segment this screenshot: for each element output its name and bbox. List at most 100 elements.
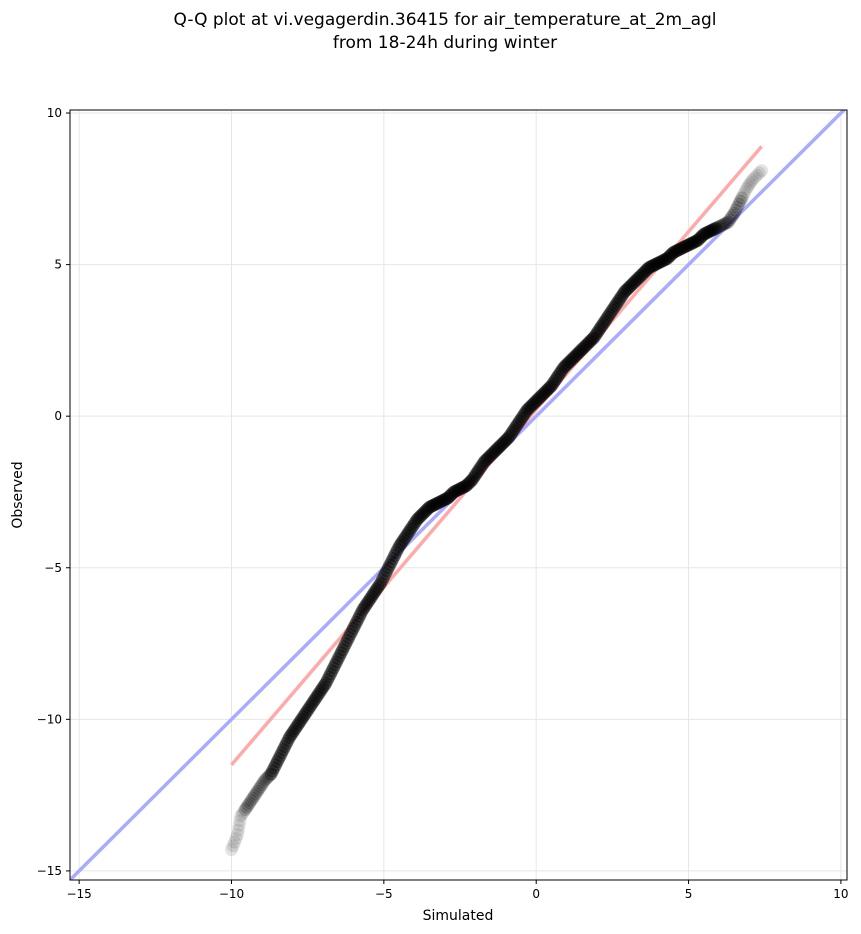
quantile-point [401,526,415,540]
quantile-point [738,185,752,199]
quantile-point [299,706,313,720]
quantile-point [491,441,505,455]
quantile-point [689,234,703,248]
quantile-point [653,255,667,269]
quantile-point [660,252,674,266]
quantile-point [237,805,251,819]
quantile-point [695,229,709,243]
quantile-point [490,443,504,457]
quantile-point [668,245,682,259]
quantile-point [447,485,461,499]
quantile-point [657,253,671,267]
quantile-point [599,312,613,326]
quantile-point [455,481,469,495]
quantile-point [584,333,598,347]
quantile-point [656,254,670,268]
quantile-point [398,530,412,544]
quantile-point [628,274,642,288]
quantile-point [388,549,402,563]
quantile-point [336,643,350,657]
quantile-point [622,280,636,294]
quantile-point [264,767,278,781]
quantile-point [477,455,491,469]
quantile-point [552,367,566,381]
quantile-point [666,245,680,259]
quantile-point [601,310,615,324]
quantile-point [645,259,659,273]
quantile-point [611,294,625,308]
quantile-point [374,576,388,590]
identity-reference-line [70,110,847,880]
quantile-point [247,789,261,803]
quantile-point [479,453,493,467]
quantile-point [308,692,322,706]
quantile-point [317,678,331,692]
quantile-point [485,447,499,461]
quantile-point [742,177,756,191]
quantile-point [476,457,490,471]
quantile-point [275,746,289,760]
quantile-point [500,432,514,446]
quantile-point [694,230,708,244]
quantile-point [755,164,769,178]
quantile-point [546,377,560,391]
quantile-point [672,242,686,256]
quantile-point [744,175,758,189]
quantile-point [727,206,741,220]
quantile-point [739,182,753,196]
quantile-point [563,355,577,369]
quantile-point [650,257,664,271]
quantile-point [555,363,569,377]
quantile-point [598,314,612,328]
quantile-point [386,552,400,566]
quantile-point [241,798,255,812]
quantile-point [688,235,702,249]
quantile-point [677,240,691,254]
quantile-point [340,634,354,648]
quantile-point [413,509,427,523]
quantile-point [232,818,246,832]
quantile-point [328,658,342,672]
quantile-point [424,499,438,513]
quantile-point [503,428,517,442]
quantile-point [433,495,447,509]
quantile-point [288,721,302,735]
quantile-point [384,555,398,569]
quantile-point [586,332,600,346]
quantile-point [750,168,764,182]
quantile-point [423,500,437,514]
quantile-point [410,512,424,526]
quantile-point [567,350,581,364]
quantile-point [272,752,286,766]
quantile-point [461,477,475,491]
quantile-point [459,479,473,493]
quantile-point [706,223,720,237]
quantile-point [570,347,584,361]
quantile-point [319,676,333,690]
quantile-point [735,191,749,205]
quantile-point [494,438,508,452]
quantile-point [558,359,572,373]
quantile-point [619,283,633,297]
quantile-point [723,213,737,227]
quantile-point [302,701,316,715]
quantile-point [389,546,403,560]
quantile-point [532,391,546,405]
quantile-point [269,758,283,772]
quantile-point [244,793,258,807]
quantile-point [480,452,494,466]
quantile-point [663,249,677,263]
quantile-point [471,464,485,478]
quantile-point [282,731,296,745]
quantile-point [704,224,718,238]
quantile-point [508,421,522,435]
quantile-point [595,319,609,333]
quantile-point [636,267,650,281]
quantile-point [528,396,542,410]
quantile-point [544,379,558,393]
quantile-point [512,414,526,428]
quantile-point [363,592,377,606]
quantile-point [697,227,711,241]
quantile-point [587,330,601,344]
quantile-point [404,521,418,535]
